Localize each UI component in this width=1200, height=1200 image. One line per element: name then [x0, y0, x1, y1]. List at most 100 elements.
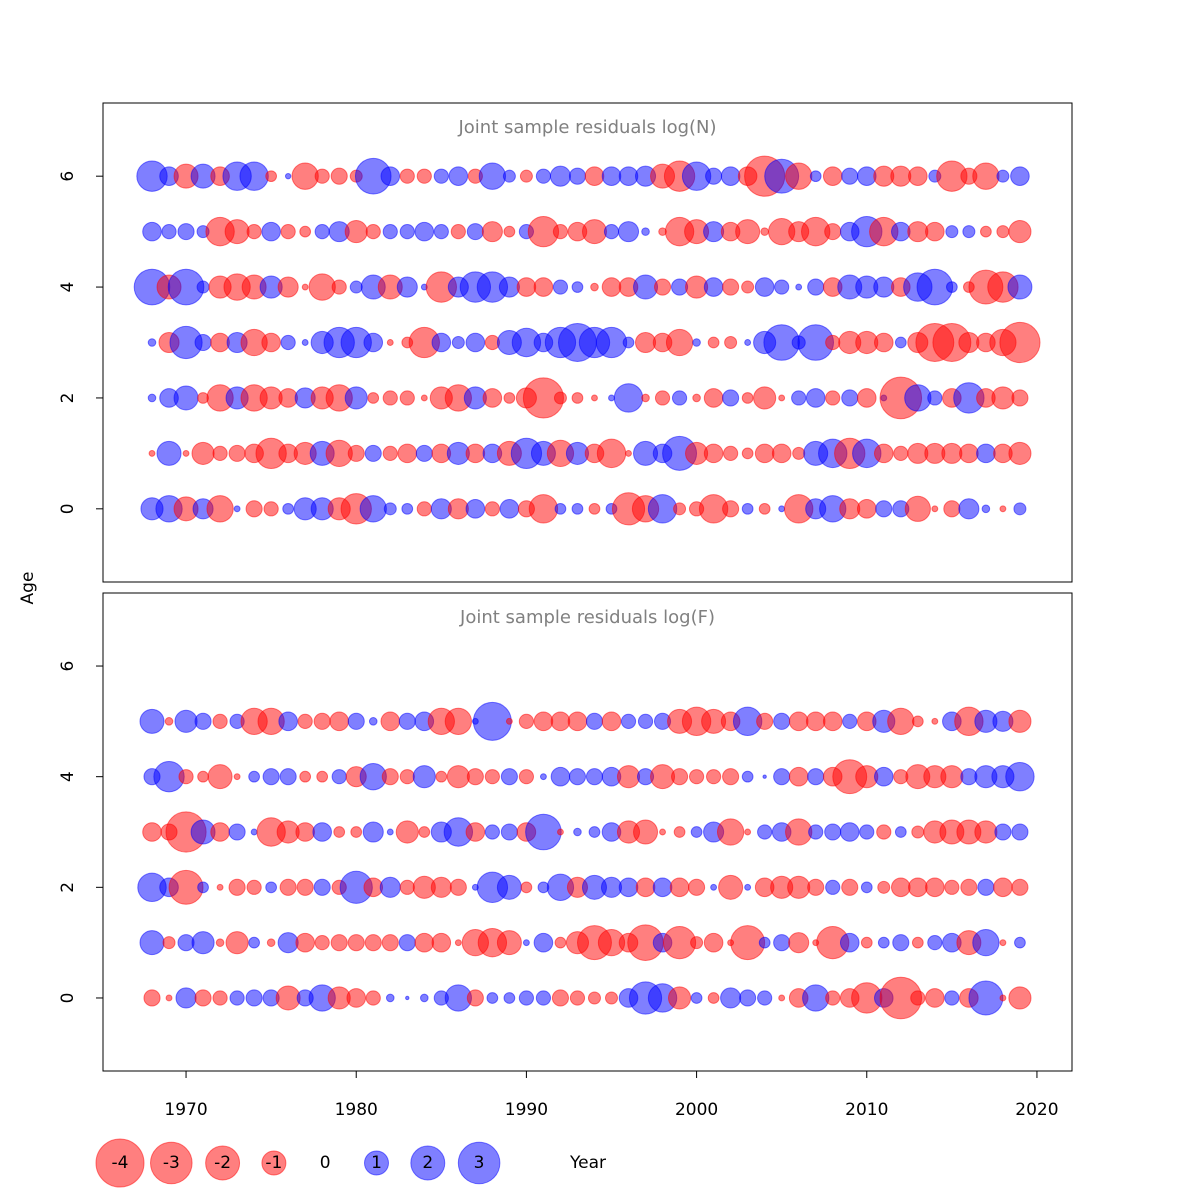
residual-bubble: [999, 994, 1007, 1002]
residual-bubble: [503, 392, 516, 404]
residual-bubble: [671, 390, 688, 406]
residual-bubble: [571, 502, 584, 515]
residual-bubble: [744, 339, 752, 346]
residual-bubble: [587, 991, 601, 1005]
residual-bubble: [228, 444, 246, 462]
residual-bubble: [860, 936, 873, 949]
y-tick-label: 6: [58, 171, 78, 182]
residual-bubble: [659, 828, 666, 836]
residual-bubble: [329, 711, 350, 732]
residual-bubble: [399, 168, 415, 184]
residual-bubble: [522, 939, 530, 947]
residual-bubble: [224, 219, 250, 245]
legend-bubble: [261, 1150, 287, 1176]
residual-bubble: [397, 443, 418, 464]
residual-bubble: [773, 934, 791, 952]
residual-bubble: [535, 990, 552, 1006]
residual-bubble: [807, 278, 825, 296]
residual-bubble: [500, 768, 518, 786]
legend-bubble: [410, 1145, 446, 1181]
residual-bubble: [412, 765, 436, 789]
residual-bubble: [444, 707, 472, 735]
residual-bubble: [194, 989, 212, 1007]
residual-bubble: [741, 447, 754, 460]
residual-bubble: [891, 877, 911, 898]
legend-label: -4: [112, 1153, 129, 1173]
residual-bubble: [977, 878, 995, 896]
residual-bubble: [1007, 274, 1033, 300]
residual-bubble: [622, 336, 635, 349]
residual-bubble: [735, 219, 761, 245]
residual-bubble: [604, 991, 618, 1005]
residual-bubble: [472, 701, 512, 741]
residual-bubble: [633, 819, 659, 845]
residual-bubble: [703, 388, 724, 408]
residual-bubble: [756, 712, 774, 730]
residual-bubble: [791, 390, 807, 406]
residual-bubble: [758, 936, 771, 949]
residual-bubble: [528, 494, 559, 524]
residual-bubble: [860, 881, 873, 894]
residual-bubble: [617, 221, 640, 243]
residual-bubble: [178, 769, 194, 785]
residual-bubble: [399, 224, 415, 240]
residual-bubble: [296, 878, 314, 896]
residual-bubble: [591, 394, 598, 402]
residual-bubble: [722, 500, 740, 518]
residual-bubble: [500, 823, 518, 841]
residual-bubble: [710, 883, 718, 891]
residual-bubble: [297, 713, 313, 729]
x-tick-label: 1980: [335, 1100, 378, 1120]
residual-bubble: [999, 321, 1041, 364]
residual-bubble: [496, 930, 522, 956]
residual-bubble: [246, 879, 262, 895]
residual-bubble: [1011, 823, 1029, 841]
residual-bubble: [877, 880, 891, 894]
residual-bubble: [420, 394, 428, 402]
residual-bubble: [346, 988, 367, 1008]
residual-bubble: [876, 824, 892, 840]
residual-bubble: [314, 168, 330, 184]
residual-bubble: [758, 502, 771, 515]
residual-bubble: [368, 717, 378, 726]
residual-bubble: [825, 990, 841, 1006]
residual-bubble: [741, 502, 754, 515]
residual-bubble: [825, 879, 841, 895]
residual-bubble: [943, 500, 961, 518]
residual-bubble: [822, 166, 843, 186]
residual-bubble: [552, 279, 569, 295]
legend-bubble: [457, 1141, 501, 1185]
residual-bubble: [416, 168, 432, 184]
residual-bubble: [931, 717, 939, 725]
residual-bubble: [448, 166, 469, 186]
residual-bubble: [228, 878, 246, 896]
residual-bubble: [486, 992, 499, 1004]
residual-bubble: [191, 441, 215, 465]
residual-bubble: [744, 828, 752, 836]
residual-bubble: [147, 338, 157, 347]
residual-bubble: [613, 383, 644, 413]
residual-bubble: [945, 281, 958, 293]
residual-bubble: [692, 338, 701, 347]
legend-label: 2: [422, 1153, 433, 1173]
residual-bubble: [275, 985, 301, 1011]
residual-bubble: [603, 224, 620, 240]
residual-bubble: [362, 821, 384, 843]
residual-bubble: [380, 711, 401, 732]
residual-bubble: [266, 938, 276, 947]
residual-bubble: [478, 162, 507, 190]
residual-bubble: [502, 169, 516, 183]
residual-bubble: [720, 166, 741, 186]
residual-bubble: [299, 225, 312, 238]
residual-bubble: [788, 766, 809, 787]
residual-bubble: [359, 495, 387, 523]
residual-bubble: [584, 166, 605, 186]
residual-bubble: [398, 934, 416, 952]
residual-bubble: [653, 278, 672, 296]
y-tick-label: 2: [58, 882, 78, 893]
residual-bubble: [805, 711, 826, 732]
residual-bubble: [206, 495, 234, 523]
residual-bubble: [567, 711, 588, 732]
residual-bubble: [706, 769, 722, 785]
residual-bubble: [1005, 761, 1035, 792]
